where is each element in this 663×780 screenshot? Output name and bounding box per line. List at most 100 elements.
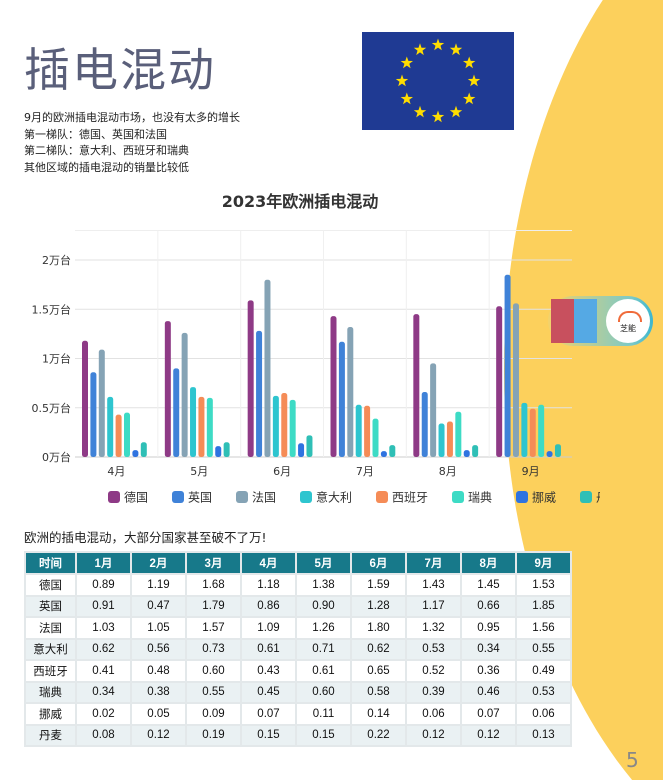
- bar-英国: [90, 372, 97, 457]
- table-cell: 0.58: [352, 682, 405, 702]
- description-line: 其他区域的插电混动的销量比较低: [24, 160, 189, 174]
- column-header: 7月: [407, 553, 460, 573]
- description: 9月的欧洲插电混动市场，也没有太多的增长 第一梯队：德国、英国和法国 第二梯队：…: [24, 110, 240, 176]
- bar-德国: [330, 316, 337, 457]
- star-icon: [413, 105, 427, 118]
- table-row: 德国 0.89 1.19 1.68 1.18 1.38 1.59 1.43 1.45 1.53: [26, 575, 570, 595]
- bar-意大利: [355, 404, 362, 457]
- bar-西班牙: [529, 408, 536, 457]
- column-header: 8月: [462, 553, 515, 573]
- bar-丹麦: [223, 442, 230, 457]
- table-cell: 0.08: [77, 725, 130, 745]
- row-label: 瑞典: [26, 682, 75, 702]
- table-cell: 1.26: [297, 618, 350, 638]
- table-row: 英国 0.91 0.47 1.79 0.86 0.90 1.28 1.17 0.66 1.85: [26, 596, 570, 616]
- table-cell: 1.79: [187, 596, 240, 616]
- table-row: 西班牙 0.41 0.48 0.60 0.43 0.61 0.65 0.52 0.36 0.49: [26, 661, 570, 681]
- bar-西班牙: [364, 405, 371, 457]
- table-cell: 0.19: [187, 725, 240, 745]
- table-cell: 1.19: [132, 575, 185, 595]
- table-cell: 1.56: [517, 618, 570, 638]
- table-cell: 1.09: [242, 618, 295, 638]
- star-icon: [449, 105, 463, 118]
- bar-瑞典: [372, 418, 379, 457]
- bar-挪威: [463, 450, 470, 457]
- bar-意大利: [107, 396, 114, 457]
- table-cell: 0.22: [352, 725, 405, 745]
- bar-瑞典: [124, 412, 130, 457]
- y-tick-label: 1万台: [42, 352, 71, 366]
- bar-挪威: [546, 451, 553, 457]
- row-label: 挪威: [26, 704, 75, 724]
- y-tick-label: 0.5万台: [32, 401, 72, 415]
- table-cell: 0.61: [297, 661, 350, 681]
- column-header: 5月: [297, 553, 350, 573]
- table-cell: 0.66: [462, 596, 515, 616]
- table-cell: 0.46: [462, 682, 515, 702]
- bar-瑞典: [538, 404, 545, 457]
- legend-swatch: [580, 491, 592, 503]
- bar-英国: [256, 330, 263, 457]
- table-cell: 0.61: [242, 639, 295, 659]
- bar-英国: [421, 391, 428, 457]
- table-cell: 0.15: [242, 725, 295, 745]
- table-cell: 0.43: [242, 661, 295, 681]
- legend-swatch: [376, 491, 388, 503]
- bar-西班牙: [446, 421, 453, 457]
- table-cell: 0.45: [242, 682, 295, 702]
- table-cell: 0.36: [462, 661, 515, 681]
- table-cell: 0.86: [242, 596, 295, 616]
- bar-西班牙: [281, 392, 288, 457]
- column-header: 2月: [132, 553, 185, 573]
- row-label: 丹麦: [26, 725, 75, 745]
- table-cell: 0.12: [462, 725, 515, 745]
- row-label: 西班牙: [26, 661, 75, 681]
- bar-法国: [430, 363, 437, 457]
- x-tick-label: 6月: [273, 465, 291, 478]
- star-icon: [449, 43, 463, 56]
- bar-挪威: [132, 450, 139, 457]
- table-cell: 0.53: [517, 682, 570, 702]
- bar-瑞典: [289, 399, 296, 457]
- bar-瑞典: [206, 397, 213, 457]
- table-row: 法国 1.03 1.05 1.57 1.09 1.26 1.80 1.32 0.95 1.56: [26, 618, 570, 638]
- floating-widget[interactable]: 芝能: [548, 296, 653, 346]
- row-label: 意大利: [26, 639, 75, 659]
- column-header: 时间: [26, 553, 75, 573]
- table-cell: 0.62: [77, 639, 130, 659]
- table-row: 意大利 0.62 0.56 0.73 0.61 0.71 0.62 0.53 0.34 0.55: [26, 639, 570, 659]
- table-cell: 0.49: [517, 661, 570, 681]
- bar-西班牙: [198, 396, 205, 457]
- bar-德国: [413, 314, 420, 457]
- table-cell: 1.85: [517, 596, 570, 616]
- table-cell: 1.53: [517, 575, 570, 595]
- bar-意大利: [438, 423, 445, 457]
- legend-label: 意大利: [316, 490, 352, 505]
- bar-挪威: [215, 446, 222, 457]
- row-label: 德国: [26, 575, 75, 595]
- table-cell: 0.60: [297, 682, 350, 702]
- table-cell: 0.48: [132, 661, 185, 681]
- star-icon: [413, 43, 427, 56]
- bar-丹麦: [472, 445, 479, 457]
- bar-英国: [504, 274, 511, 457]
- bar-德国: [82, 340, 88, 457]
- table-cell: 1.57: [187, 618, 240, 638]
- table-cell: 1.43: [407, 575, 460, 595]
- table-cell: 0.47: [132, 596, 185, 616]
- table-cell: 0.06: [517, 704, 570, 724]
- star-icon: [400, 56, 413, 69]
- bar-法国: [98, 349, 105, 457]
- table-cell: 0.52: [407, 661, 460, 681]
- legend-swatch: [108, 491, 120, 503]
- bar-德国: [164, 321, 171, 457]
- table-cell: 0.12: [407, 725, 460, 745]
- bar-chart: 2023年欧洲插电混动 0万台 0.5万台 1万台 1.5万台 2万台 4月 5月 6月 7月 8月…: [32, 192, 601, 505]
- x-tick-label: 8月: [439, 465, 457, 478]
- y-tick-label: 0万台: [42, 450, 71, 464]
- table-cell: 1.32: [407, 618, 460, 638]
- table-cell: 0.89: [77, 575, 130, 595]
- chart-title: 2023年欧洲插电混动: [222, 192, 379, 211]
- eu-flag-image: [362, 32, 514, 130]
- star-icon: [467, 74, 481, 87]
